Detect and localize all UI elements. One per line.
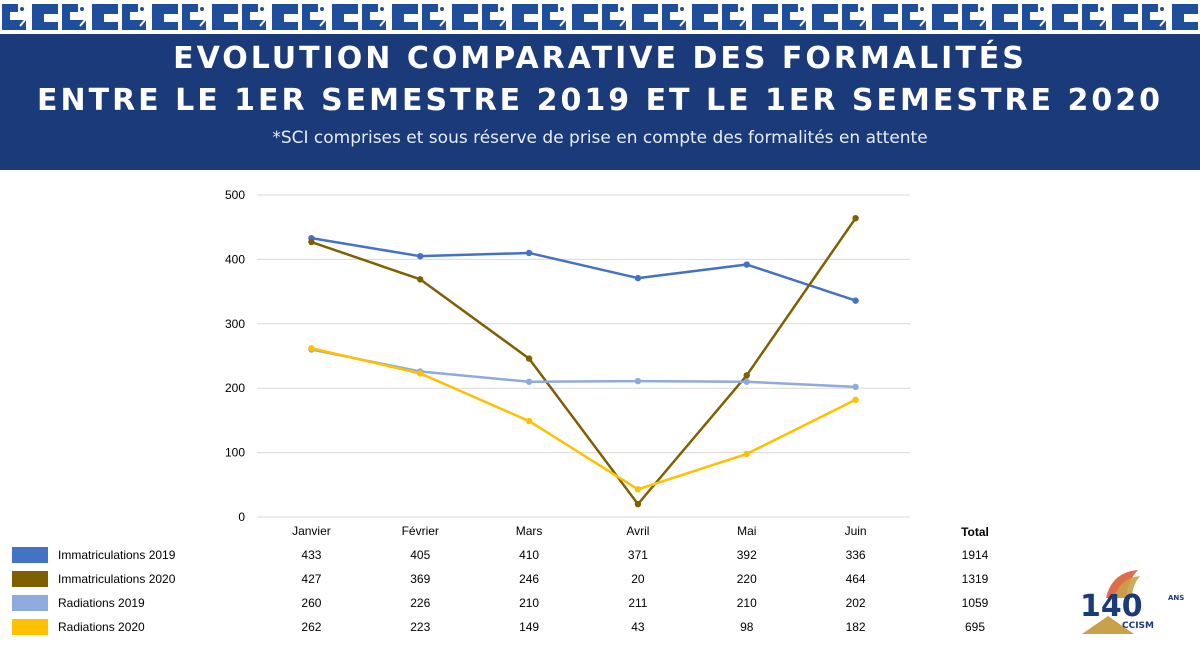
table-cell: 210	[519, 596, 539, 610]
legend-key	[12, 547, 48, 563]
table-cell: 202	[846, 596, 866, 610]
table-cell: 43	[631, 620, 645, 634]
table-cell: 20	[631, 572, 645, 586]
y-tick-label: 400	[225, 252, 245, 266]
y-tick-label: 500	[225, 188, 245, 202]
total-header: Total	[961, 525, 989, 539]
data-point	[525, 378, 533, 385]
table-total-cell: 1914	[962, 548, 989, 562]
table-cell: 336	[846, 548, 866, 562]
data-point	[743, 378, 750, 385]
data-point	[308, 238, 315, 246]
data-point	[852, 383, 859, 391]
decorative-pattern-band	[0, 0, 1200, 34]
table-cell: 182	[846, 620, 866, 634]
data-point	[634, 274, 642, 282]
data-point	[852, 214, 859, 222]
y-tick-label: 0	[238, 510, 245, 524]
logo-emblem-icon	[1082, 570, 1140, 634]
table-cell: 262	[301, 620, 321, 634]
y-tick-label: 100	[225, 446, 245, 460]
table-total-cell: 1319	[962, 572, 989, 586]
table-total-cell: 695	[965, 620, 985, 634]
logo-suffix: ANS	[1168, 594, 1184, 602]
data-point	[634, 377, 642, 385]
y-tick-label: 300	[225, 317, 245, 331]
data-point	[417, 276, 424, 283]
legend-label: Immatriculations 2020	[58, 572, 176, 586]
series-line	[311, 348, 856, 389]
title-line-2: ENTRE LE 1ER SEMESTRE 2019 ET LE 1ER SEM…	[37, 83, 1163, 118]
data-point	[525, 249, 533, 257]
title-line-1: EVOLUTION COMPARATIVE DES FORMALITÉS	[173, 41, 1027, 76]
table-cell: 410	[519, 548, 539, 562]
table-cell: 149	[519, 620, 539, 634]
table-cell: 220	[737, 572, 757, 586]
line-chart: 0 100 200 300 400 500 Janvier Février Mars Avril M…	[12, 188, 989, 635]
data-point	[743, 261, 750, 268]
data-point	[525, 355, 533, 362]
legend-label: Radiations 2020	[58, 620, 145, 634]
data-point	[417, 252, 424, 260]
table-cell: 211	[628, 596, 647, 610]
series-line	[311, 236, 856, 302]
table-cell: 210	[737, 596, 757, 610]
table-cell: 433	[301, 548, 321, 562]
x-tick-label: Janvier	[292, 524, 331, 538]
table-cell: 260	[301, 596, 321, 610]
table-cell: 427	[301, 572, 321, 586]
series-line	[311, 217, 857, 506]
logo-org: CCISM	[1122, 621, 1154, 631]
data-point	[852, 396, 859, 403]
table-cell: 369	[410, 572, 430, 586]
table-cell: 464	[846, 572, 866, 586]
legend-label: Immatriculations 2019	[58, 548, 176, 562]
x-tick-label: Mars	[516, 524, 543, 538]
y-tick-label: 200	[225, 381, 245, 395]
table-cell: 392	[737, 548, 757, 562]
series-line	[311, 347, 857, 491]
x-tick-label: Juin	[845, 524, 867, 538]
table-total-cell: 1059	[962, 596, 989, 610]
subtitle: *SCI comprises et sous réserve de prise …	[272, 128, 928, 148]
legend-label: Radiations 2019	[58, 596, 145, 610]
legend-key	[12, 595, 48, 611]
header-banner: EVOLUTION COMPARATIVE DES FORMALITÉS ENT…	[0, 34, 1200, 170]
x-tick-label: Février	[402, 524, 439, 538]
x-tick-label: Avril	[626, 524, 649, 538]
x-tick-label: Mai	[737, 524, 756, 538]
data-point	[634, 500, 642, 508]
table-cell: 226	[410, 596, 430, 610]
logo-number: 140	[1080, 589, 1143, 624]
data-point	[525, 417, 533, 425]
table-cell: 98	[740, 620, 754, 634]
cci-140-ans-logo: 140 ANS CCISM	[1080, 570, 1184, 634]
data-point	[743, 450, 750, 458]
data-point	[852, 297, 859, 304]
data-point	[743, 372, 750, 379]
data-point	[417, 370, 424, 377]
table-cell: 371	[628, 548, 648, 562]
data-point	[634, 486, 642, 493]
table-cell: 246	[519, 572, 539, 586]
table-cell: 223	[410, 620, 430, 634]
legend-key	[12, 619, 48, 635]
table-cell: 405	[410, 548, 430, 562]
data-point	[308, 345, 315, 352]
legend-key	[12, 571, 48, 587]
